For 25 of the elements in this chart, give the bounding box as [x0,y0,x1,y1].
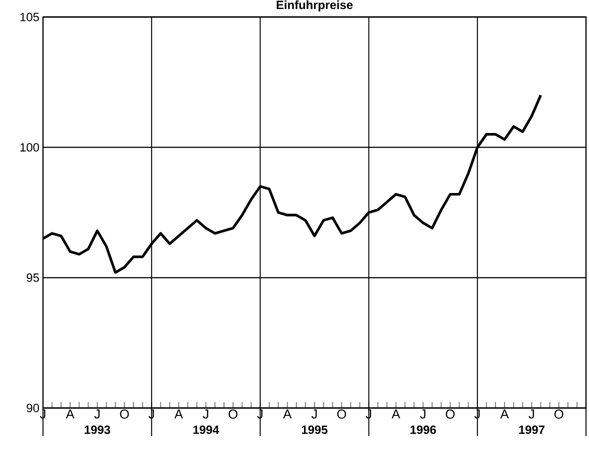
text: 1995 [302,426,328,434]
x-tick-label: J [528,410,534,419]
x-tick-label: A [66,410,74,418]
y-tick-label: 90 [26,404,40,412]
chart-title: Einfuhrpreise [276,0,353,12]
y-tick-label: 100 [20,143,40,152]
text: 1994 [193,426,220,434]
text: 1997 [519,426,544,434]
y-tick-label: 95 [26,273,39,282]
x-tick-label: J [94,410,100,419]
x-tick-label: A [283,410,292,418]
x-tick-label: O [337,410,346,419]
x-tick-label: O [446,410,455,419]
x-tick-label: O [120,410,129,419]
text: 1996 [410,426,436,434]
x-tick-label: J [202,410,208,419]
x-tick-label: A [392,410,400,418]
x-tick-label: A [500,410,509,418]
x-tick-label: A [174,410,184,418]
x-tick-label: J [420,410,426,419]
x-tick-label: O [554,410,564,419]
y-tick-label: 105 [20,12,39,22]
x-tick-label: O [228,410,238,419]
x-tick-label: J [311,410,317,419]
text: 1993 [84,426,110,434]
